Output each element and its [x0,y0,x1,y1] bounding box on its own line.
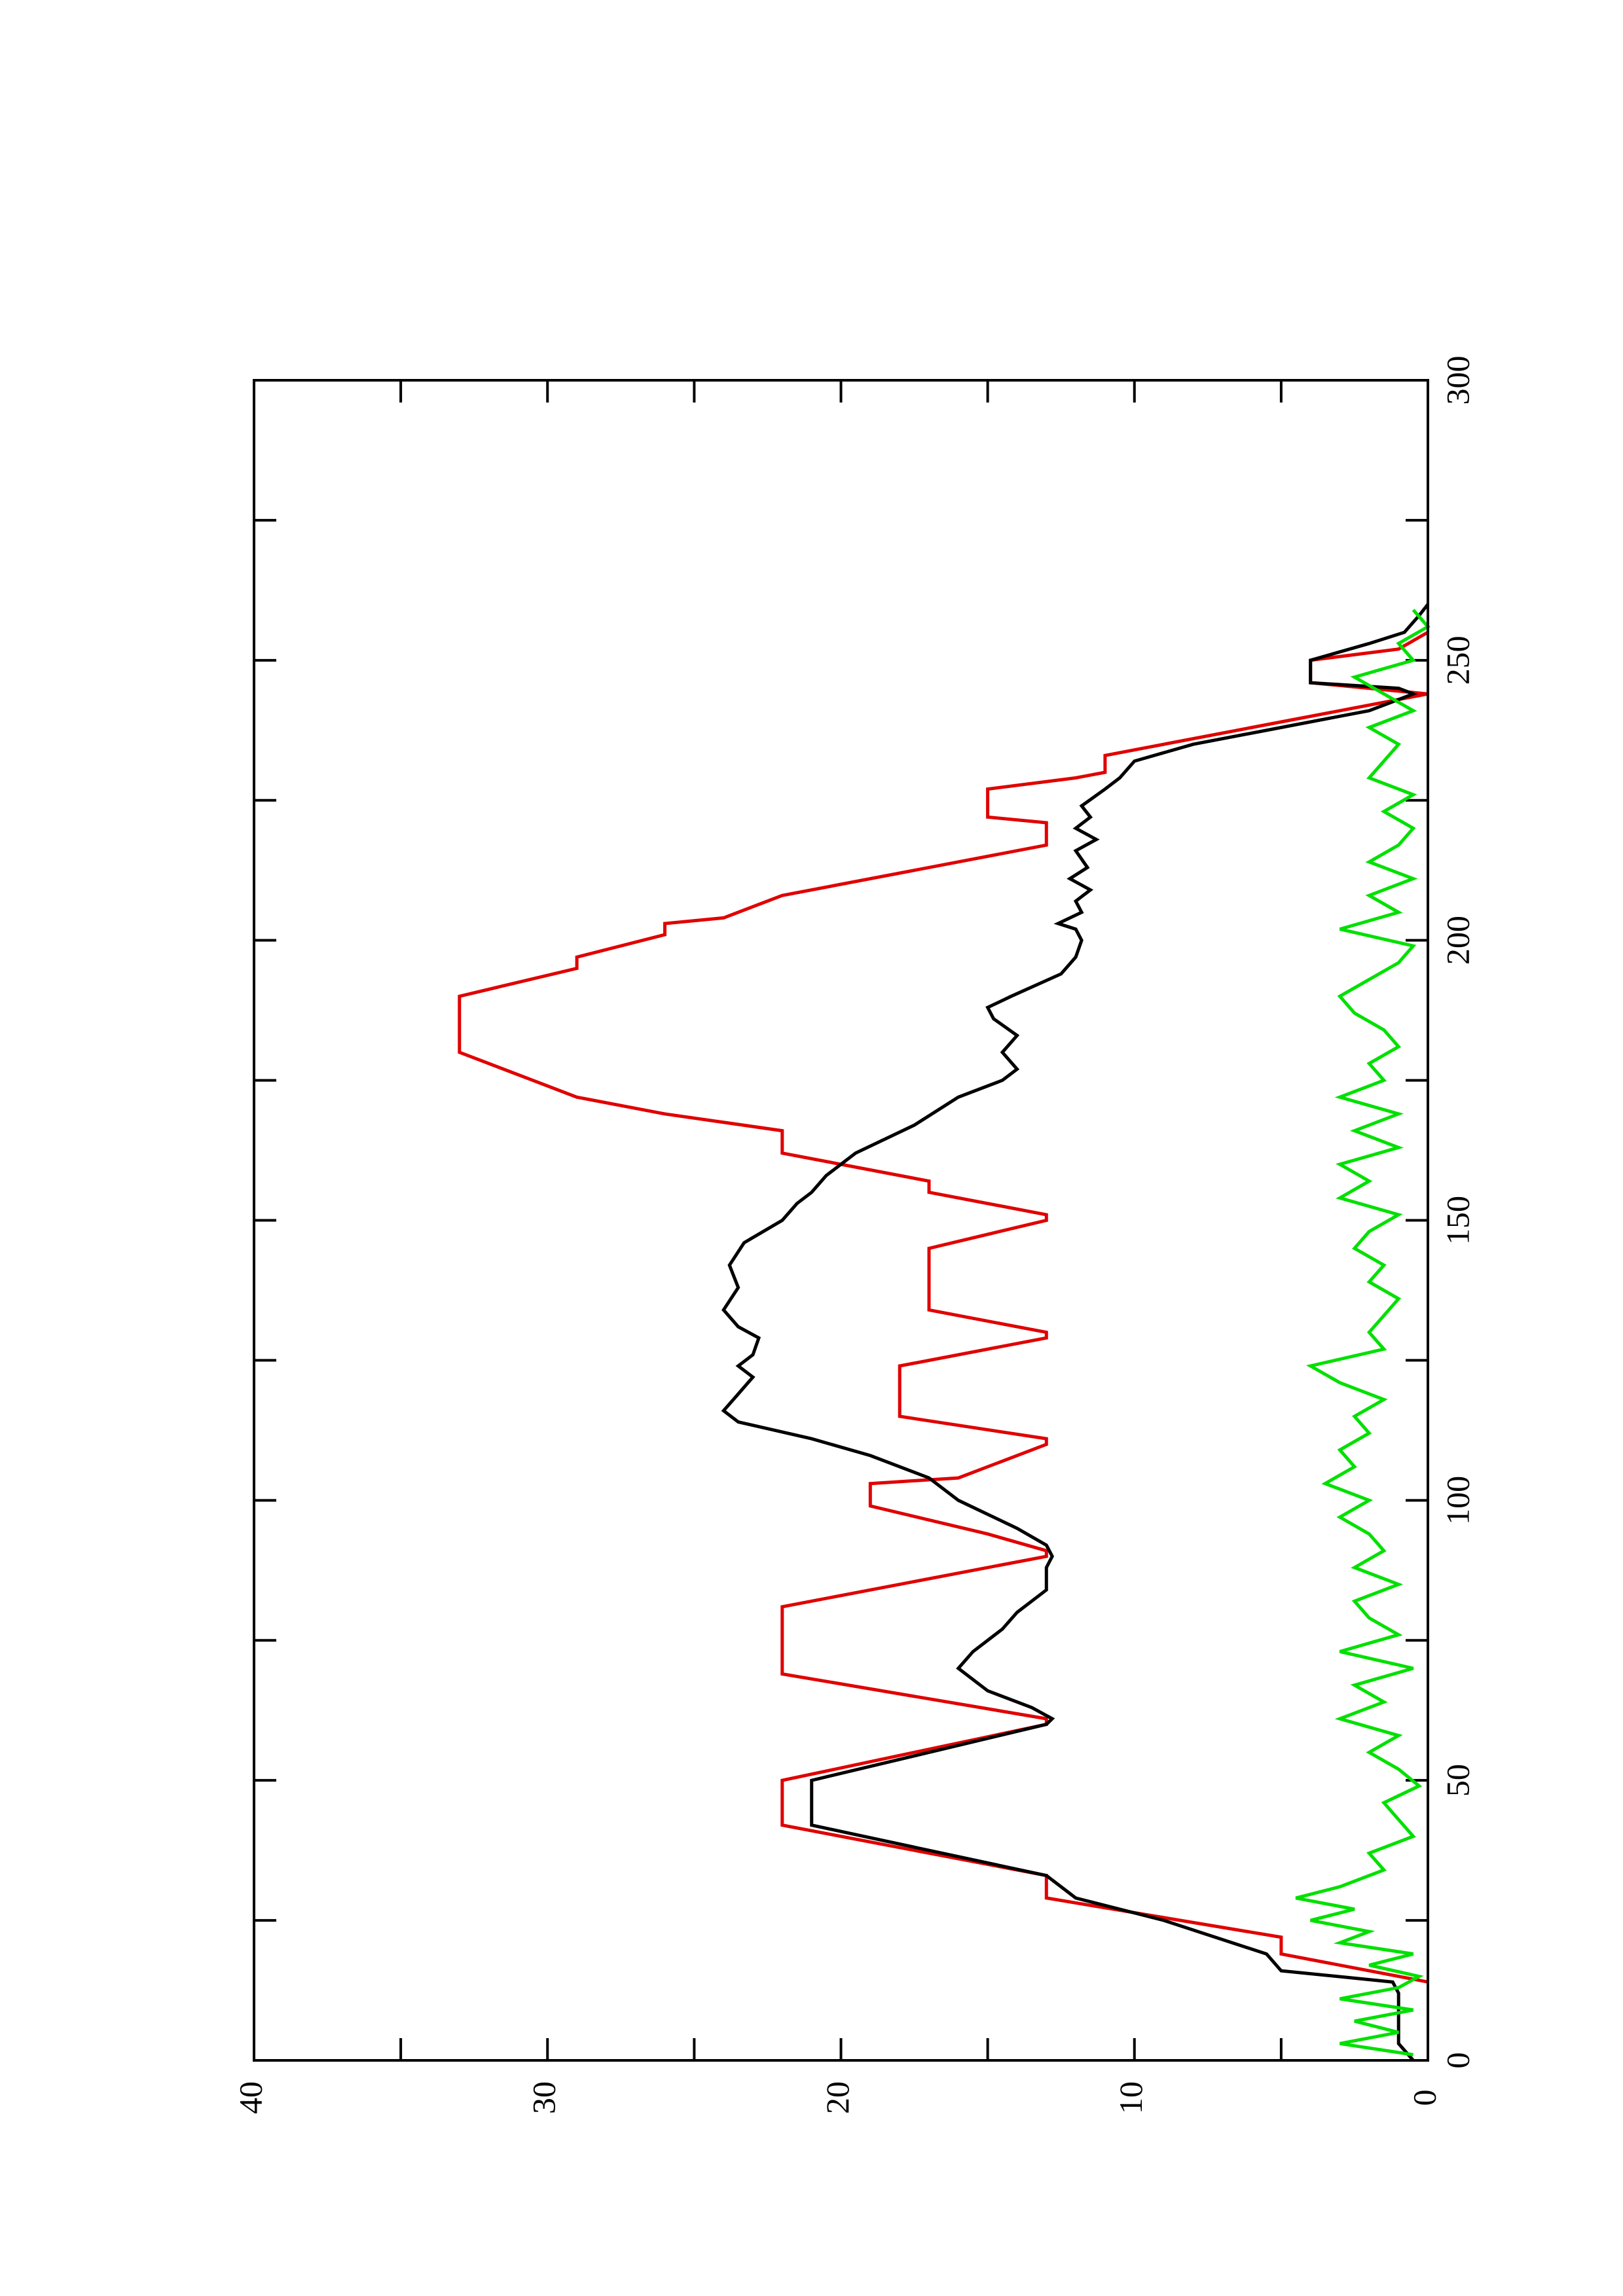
y-tick-label: 40 [232,2081,268,2114]
y-tick-label: 30 [526,2081,562,2114]
x-tick-label: 0 [1439,2053,1476,2069]
y-tick-label: 0 [1406,2090,1442,2106]
y-tick-label: 20 [819,2081,856,2114]
x-tick-label: 250 [1439,636,1476,685]
data-line [721,603,1429,2062]
x-tick-label: 300 [1439,356,1476,405]
x-tick-label: 150 [1439,1196,1476,1245]
y-tick-label: 10 [1112,2081,1149,2114]
x-tick-label: 50 [1439,1764,1476,1797]
data-line [458,630,1429,1984]
plot-frame [253,379,1429,2062]
x-tick-label: 200 [1439,916,1476,965]
x-tick-label: 100 [1439,1476,1476,1525]
data-line [1295,609,1431,2056]
